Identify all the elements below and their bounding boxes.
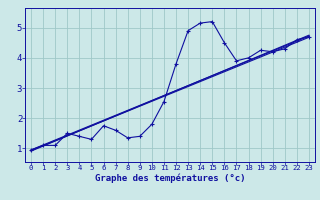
X-axis label: Graphe des températures (°c): Graphe des températures (°c) (95, 174, 245, 183)
